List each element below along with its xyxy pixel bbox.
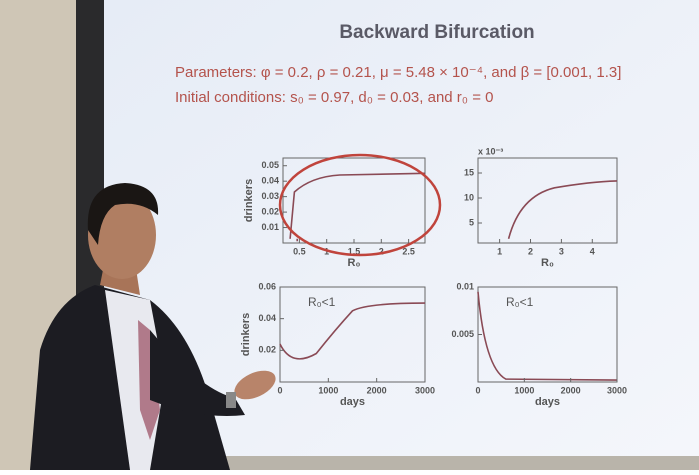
x-tick-label: 3000 — [607, 385, 627, 395]
x-tick-label: 1000 — [318, 385, 338, 395]
y-tick-label: 15 — [464, 167, 474, 177]
initial-conditions: Initial conditions: s₀ = 0.97, d₀ = 0.03… — [175, 89, 493, 106]
x-tick-label: 3 — [559, 246, 564, 256]
y-tick-label: 0.05 — [261, 160, 279, 170]
x-tick-label: 2000 — [367, 385, 387, 395]
y-tick-label: 0.02 — [261, 206, 279, 216]
x-axis-label: R₀ — [348, 257, 361, 269]
y-tick-label: 0.04 — [261, 176, 279, 186]
scale-note: x 10⁻³ — [478, 146, 503, 156]
x-tick-label: 0.5 — [293, 246, 306, 256]
slide-title: Backward Bifurcation — [339, 22, 534, 43]
x-axis-label: days — [340, 396, 365, 408]
y-axis-label: drinkers — [240, 313, 252, 356]
y-tick-label: 0.01 — [261, 222, 279, 232]
y-tick-label: 0.04 — [258, 313, 276, 323]
x-axis-label: days — [535, 396, 560, 408]
x-tick-label: 3000 — [415, 385, 435, 395]
y-tick-label: 5 — [469, 217, 474, 227]
x-tick-label: 1 — [497, 246, 502, 256]
y-tick-label: 0.03 — [261, 191, 279, 201]
x-axis-label: R₀ — [541, 257, 554, 269]
x-tick-label: 0 — [277, 385, 282, 395]
annotation: R₀<1 — [308, 295, 336, 309]
y-tick-label: 0.06 — [258, 281, 276, 291]
y-tick-label: 10 — [464, 192, 474, 202]
y-axis-label: drinkers — [243, 179, 255, 222]
parameters: Parameters: φ = 0.2, ρ = 0.21, μ = 5.48 … — [175, 64, 621, 81]
x-tick-label: 2 — [528, 246, 533, 256]
x-tick-label: 4 — [590, 246, 595, 256]
x-tick-label: 0 — [475, 385, 480, 395]
x-tick-label: 2 — [379, 246, 384, 256]
y-tick-label: 0.02 — [258, 345, 276, 355]
x-tick-label: 2000 — [561, 385, 581, 395]
x-tick-label: 1000 — [514, 385, 534, 395]
page: Backward Bifurcation Parameters: φ = 0.2… — [0, 0, 699, 470]
photo: Backward Bifurcation Parameters: φ = 0.2… — [0, 0, 699, 470]
watch — [226, 392, 236, 408]
y-tick-label: 0.005 — [451, 329, 474, 339]
y-tick-label: 0.01 — [456, 281, 474, 291]
annotation: R₀<1 — [506, 295, 534, 309]
